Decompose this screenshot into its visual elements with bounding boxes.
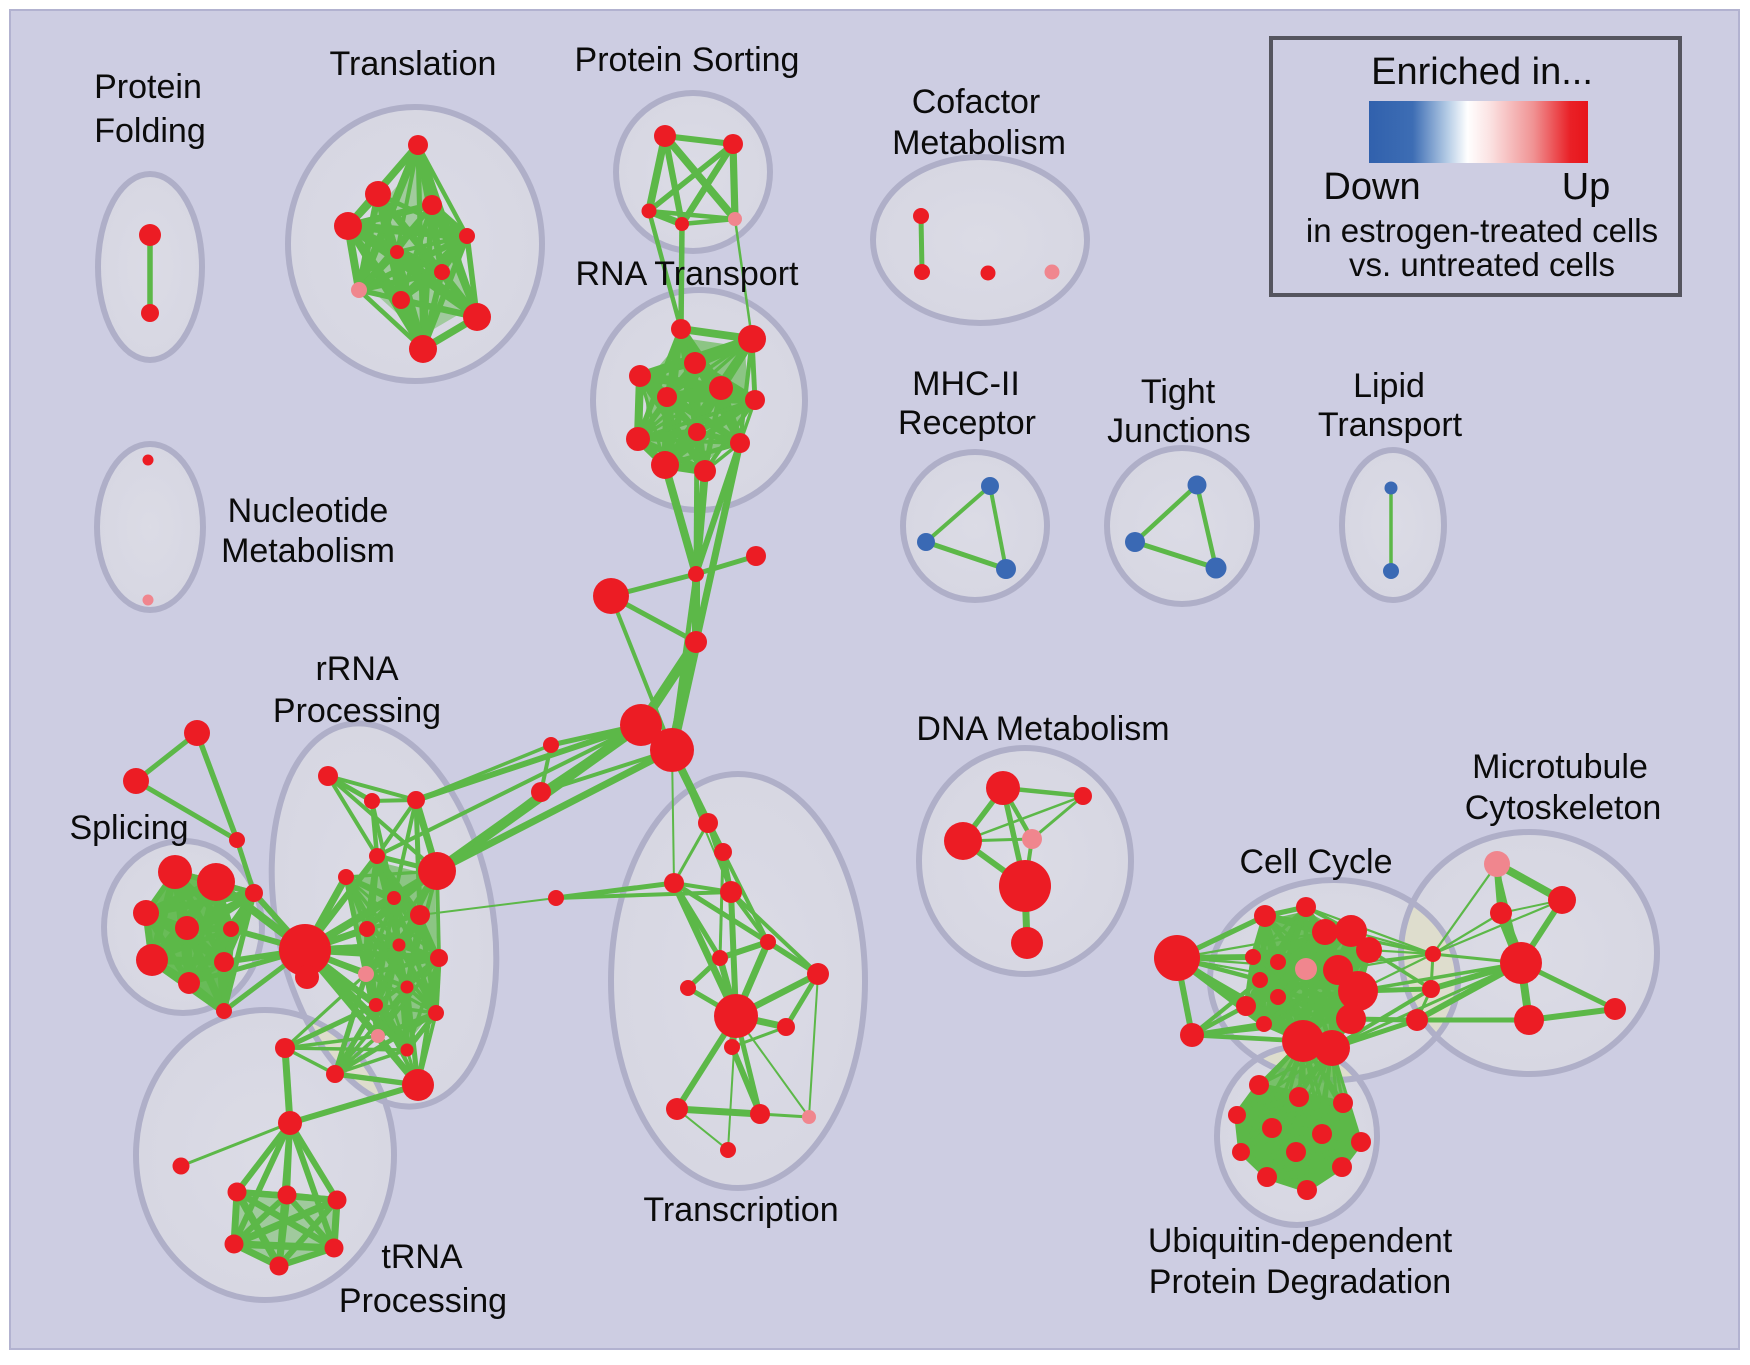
svg-text:Splicing: Splicing bbox=[69, 809, 188, 847]
svg-text:tRNA: tRNA bbox=[381, 1238, 463, 1276]
svg-text:Up: Up bbox=[1562, 166, 1611, 208]
svg-text:Cytoskeleton: Cytoskeleton bbox=[1465, 789, 1662, 827]
svg-text:Down: Down bbox=[1323, 166, 1420, 208]
svg-text:vs. untreated cells: vs. untreated cells bbox=[1349, 246, 1615, 283]
svg-text:Protein Degradation: Protein Degradation bbox=[1149, 1263, 1451, 1301]
svg-text:Protein: Protein bbox=[94, 68, 202, 106]
svg-text:Ubiquitin-dependent: Ubiquitin-dependent bbox=[1148, 1222, 1453, 1260]
svg-text:Nucleotide: Nucleotide bbox=[228, 492, 389, 530]
svg-text:Receptor: Receptor bbox=[898, 404, 1036, 442]
svg-text:Metabolism: Metabolism bbox=[221, 532, 395, 570]
svg-text:Cofactor: Cofactor bbox=[912, 83, 1041, 121]
svg-text:rRNA: rRNA bbox=[315, 650, 398, 688]
svg-text:MHC-II: MHC-II bbox=[912, 365, 1020, 403]
svg-text:Metabolism: Metabolism bbox=[892, 124, 1066, 162]
svg-text:in estrogen-treated cells: in estrogen-treated cells bbox=[1306, 212, 1658, 249]
svg-text:Microtubule: Microtubule bbox=[1472, 748, 1648, 786]
svg-text:Processing: Processing bbox=[273, 692, 441, 730]
svg-text:Translation: Translation bbox=[330, 45, 497, 83]
svg-text:Transcription: Transcription bbox=[643, 1191, 838, 1229]
svg-text:Folding: Folding bbox=[94, 112, 206, 150]
svg-text:Cell Cycle: Cell Cycle bbox=[1239, 843, 1392, 881]
svg-text:Lipid: Lipid bbox=[1353, 367, 1425, 405]
svg-text:DNA Metabolism: DNA Metabolism bbox=[916, 710, 1169, 748]
svg-text:Transport: Transport bbox=[1318, 406, 1463, 444]
svg-text:Processing: Processing bbox=[339, 1282, 507, 1320]
svg-text:Protein Sorting: Protein Sorting bbox=[575, 41, 800, 79]
svg-text:Junctions: Junctions bbox=[1107, 412, 1251, 450]
svg-text:RNA Transport: RNA Transport bbox=[576, 255, 800, 293]
svg-text:Enriched in...: Enriched in... bbox=[1371, 51, 1593, 93]
svg-text:Tight: Tight bbox=[1141, 373, 1216, 411]
